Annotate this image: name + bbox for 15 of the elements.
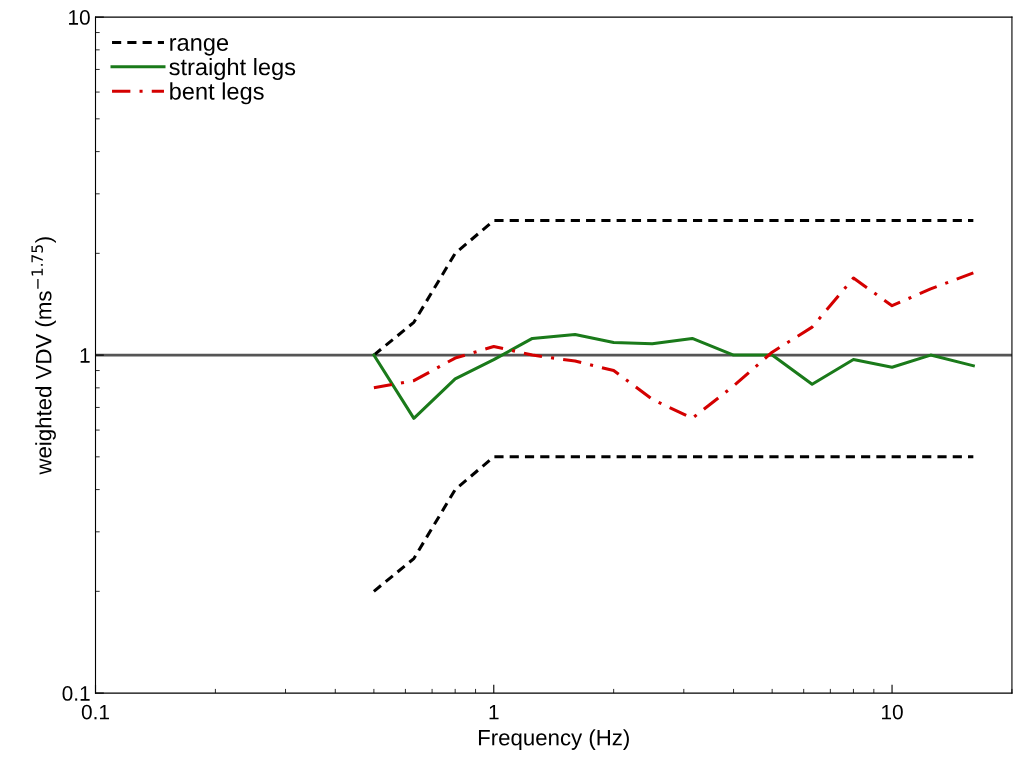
line-series (372, 271, 975, 420)
x-tick-label: 1 (489, 704, 499, 720)
line-series (372, 219, 975, 357)
y-tick-label: 0.1 (62, 686, 90, 701)
line-series (372, 455, 975, 593)
legend-label: bent legs (170, 82, 264, 105)
x-tick-label: 10 (882, 704, 903, 720)
x-tick-label: 0.1 (81, 704, 109, 720)
x-axis-title: Frequency (Hz) (478, 729, 629, 750)
legend-label: straight legs (169, 57, 296, 80)
y-tick-label: 10 (69, 10, 90, 25)
line-series (372, 333, 975, 420)
legend-label: range (170, 38, 229, 56)
y-axis-title: weighted VDV (ms$^{−1.75}$) (31, 237, 56, 475)
y-tick-label: 1 (80, 348, 90, 363)
